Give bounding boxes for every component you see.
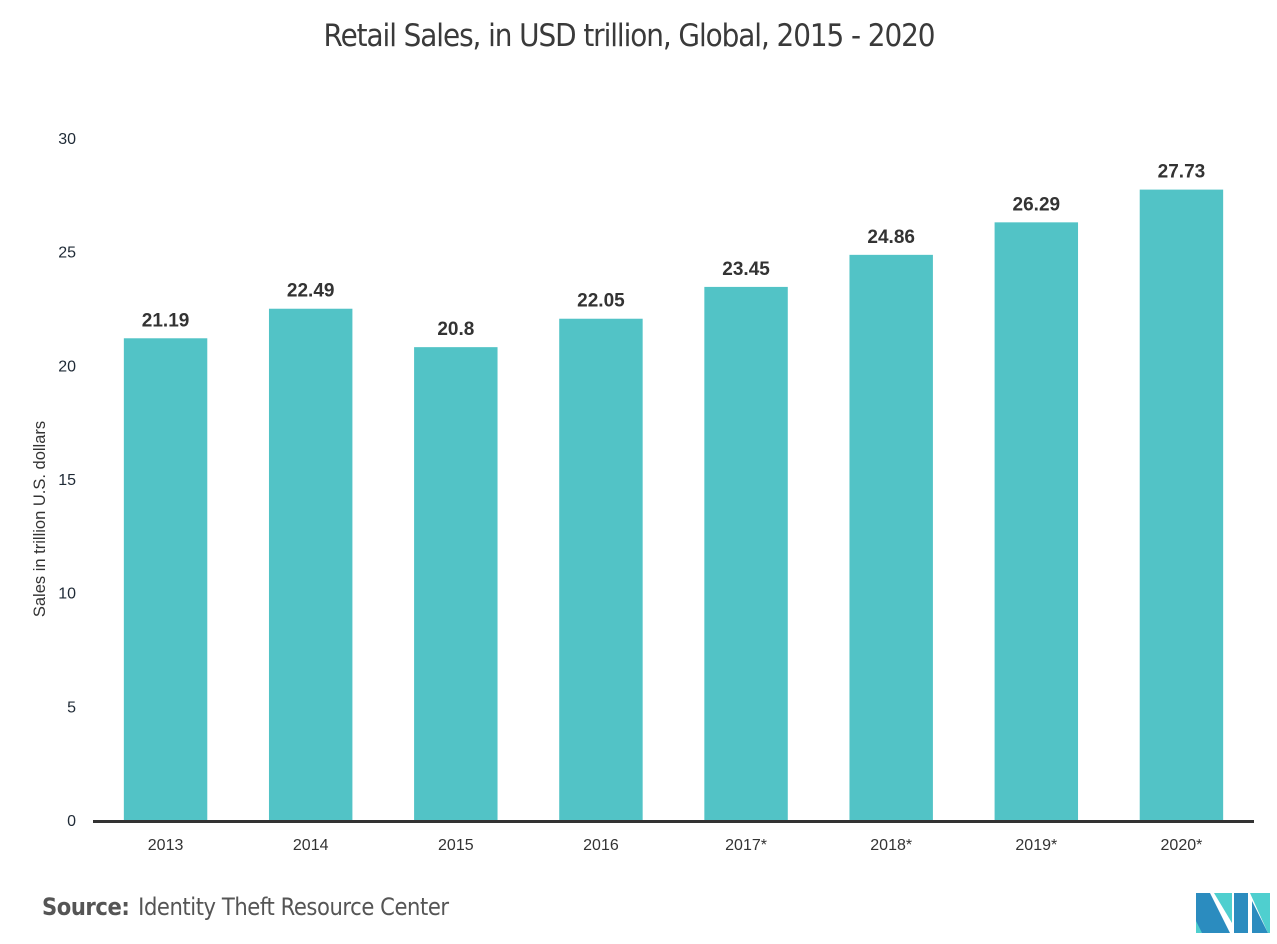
data-label: 26.29: [1013, 194, 1061, 215]
source-note: Source: Identity Theft Resource Center: [42, 893, 449, 921]
data-label: 22.05: [577, 291, 625, 312]
source-label: Source:: [42, 893, 129, 921]
y-axis-ticks: 0 5 10 15 20 25 30: [58, 131, 76, 830]
data-label: 24.86: [867, 227, 915, 248]
x-tick-label: 2014: [293, 837, 329, 854]
data-label: 27.73: [1158, 162, 1206, 183]
bar: [704, 287, 787, 820]
x-tick-label: 2019*: [1015, 837, 1057, 854]
x-tick-label: 2017*: [725, 837, 767, 854]
x-tick-label: 2020*: [1161, 837, 1203, 854]
bar: [995, 222, 1078, 820]
y-axis-label: Sales in trillion U.S. dollars: [31, 421, 49, 617]
x-tick-label: 2018*: [870, 837, 912, 854]
y-tick-label: 25: [58, 245, 76, 262]
bar: [269, 309, 352, 820]
data-label: 20.8: [437, 319, 474, 340]
bar: [124, 338, 207, 820]
y-tick-label: 30: [58, 131, 76, 148]
data-label: 21.19: [142, 310, 190, 331]
bar: [849, 255, 932, 820]
y-tick-label: 5: [67, 699, 76, 716]
bar: [414, 347, 497, 820]
x-tick-label: 2013: [148, 837, 184, 854]
brand-logo-icon: [1196, 893, 1270, 933]
logo-shape-mid-dark: [1234, 893, 1248, 933]
x-tick-label: 2015: [438, 837, 474, 854]
x-tick-label: 2016: [583, 837, 619, 854]
bar: [559, 319, 642, 820]
y-tick-label: 20: [58, 358, 76, 375]
source-value: Identity Theft Resource Center: [138, 893, 448, 921]
data-label: 22.49: [287, 281, 335, 302]
x-axis-tick-labels: 2013 2014 2015 2016 2017* 2018* 2019* 2020*: [148, 837, 1203, 854]
bar: [1140, 190, 1223, 820]
data-label: 23.45: [722, 259, 770, 280]
y-tick-label: 15: [58, 472, 76, 489]
y-tick-label: 10: [58, 586, 76, 603]
y-tick-label: 0: [67, 813, 76, 830]
